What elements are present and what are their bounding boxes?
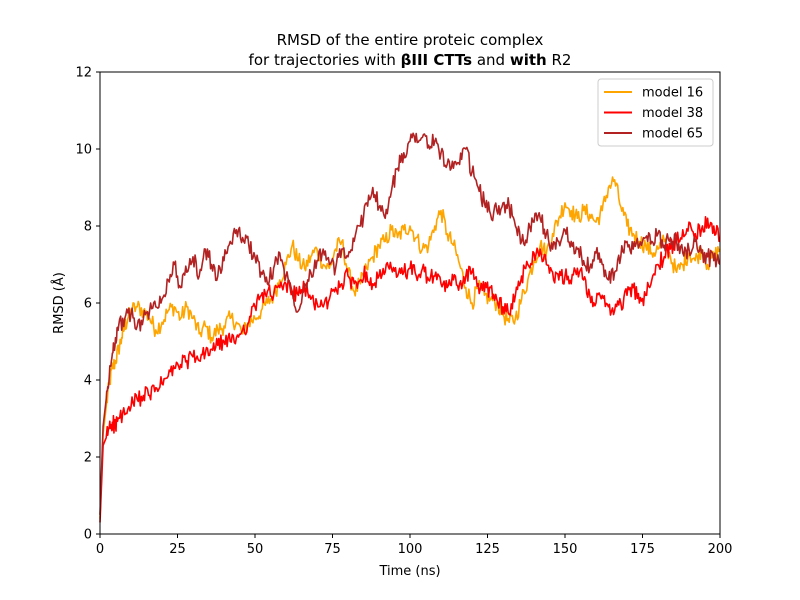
title-bold-with: with	[510, 51, 547, 69]
chart-title-line1: RMSD of the entire proteic complex	[277, 31, 544, 49]
title-prefix: for trajectories with	[249, 51, 401, 69]
chart-legend: model 16 model 38 model 65	[597, 78, 714, 147]
series-line-model-65	[99, 132, 721, 515]
series-layer	[99, 132, 721, 523]
x-tick-label: 50	[247, 542, 264, 557]
y-tick-label: 6	[84, 297, 92, 312]
x-axis-ticks: 0 25 50 75 100 125 150 175 200	[96, 534, 733, 557]
x-tick-label: 0	[96, 542, 104, 557]
y-tick-label: 4	[84, 374, 92, 389]
series-line-model-16	[99, 176, 721, 519]
x-axis-label: Time (ns)	[378, 564, 440, 579]
title-middle: and	[472, 51, 510, 69]
series-line-model-38	[99, 215, 721, 523]
title-bold-ctts: βIII CTTs	[401, 51, 473, 69]
x-tick-label: 125	[475, 542, 500, 557]
legend-box	[597, 78, 714, 147]
x-tick-label: 100	[398, 542, 423, 557]
y-tick-label: 2	[84, 451, 92, 466]
y-axis-label: RMSD (Å)	[51, 272, 67, 334]
x-tick-label: 200	[708, 542, 733, 557]
legend-label: model 38	[642, 106, 703, 121]
y-tick-label: 8	[84, 220, 92, 235]
title-suffix: R2	[547, 51, 572, 69]
y-axis-ticks: 0 2 4 6 8 10 12	[75, 66, 100, 543]
x-tick-label: 25	[169, 542, 186, 557]
chart-title-line2: for trajectories with βIII CTTs and with…	[249, 51, 572, 69]
legend-label: model 65	[642, 127, 703, 142]
y-tick-label: 10	[75, 143, 92, 158]
x-tick-label: 75	[324, 542, 341, 557]
y-tick-label: 12	[75, 66, 92, 81]
legend-label: model 16	[642, 86, 703, 101]
x-tick-label: 150	[553, 542, 578, 557]
x-tick-label: 175	[630, 542, 655, 557]
y-tick-label: 0	[84, 528, 92, 543]
